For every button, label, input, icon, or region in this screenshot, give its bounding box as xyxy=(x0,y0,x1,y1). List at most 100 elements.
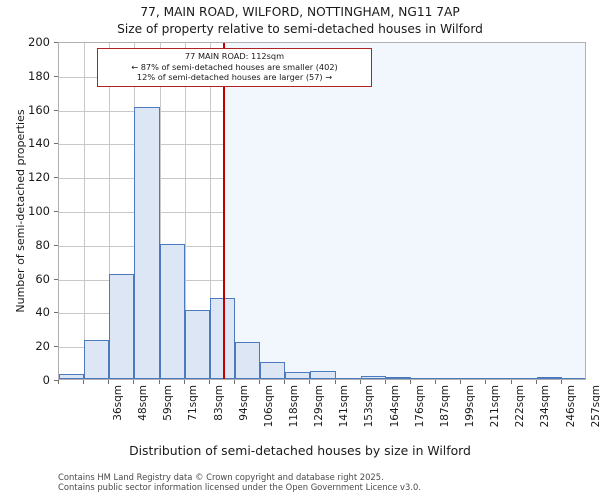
x-axis-tick-label: 83sqm xyxy=(212,385,225,421)
histogram-bar xyxy=(184,309,210,379)
x-axis-tick-label: 234sqm xyxy=(539,385,552,428)
y-axis-tick-mark xyxy=(54,278,58,280)
x-axis-tick-label: 141sqm xyxy=(338,385,351,428)
x-axis-tick-mark xyxy=(334,380,336,384)
x-axis-tick-label: 118sqm xyxy=(288,385,300,428)
histogram-bar xyxy=(385,377,411,379)
y-axis-tick-label: 40 xyxy=(35,305,50,320)
gridline-vertical xyxy=(84,43,86,379)
y-axis-tick-label: 60 xyxy=(35,271,50,286)
plot-area xyxy=(58,42,586,380)
x-axis-tick-mark xyxy=(158,380,160,384)
histogram-bar xyxy=(335,378,361,379)
histogram-bar xyxy=(134,106,160,379)
annotation-line-1: 77 MAIN ROAD: 112sqm xyxy=(184,51,285,61)
x-axis-tick-mark xyxy=(410,380,411,384)
chart-title-block: 77, MAIN ROAD, WILFORD, NOTTINGHAM, NG11… xyxy=(0,4,600,38)
y-axis-tick-label: 160 xyxy=(28,102,50,117)
histogram-bar xyxy=(59,373,85,379)
y-axis-tick-mark xyxy=(54,75,58,77)
x-axis-tick-label: 246sqm xyxy=(564,385,577,428)
x-axis-tick-label: 59sqm xyxy=(162,385,175,421)
y-axis-tick-label: 140 xyxy=(28,136,50,151)
y-axis-tick-mark xyxy=(54,244,58,246)
larger-properties-shaded-region xyxy=(223,43,585,379)
y-axis-tick-mark xyxy=(54,42,58,43)
y-axis-tick-mark xyxy=(54,312,58,314)
gridline-vertical xyxy=(209,43,211,379)
x-axis-tick-mark xyxy=(58,380,59,384)
x-axis-title: Distribution of semi-detached houses by … xyxy=(129,443,471,458)
x-axis-tick-mark xyxy=(384,380,386,384)
histogram-bar xyxy=(235,341,261,379)
x-axis-tick-mark xyxy=(208,380,210,384)
x-axis-tick-label: 48sqm xyxy=(137,385,150,421)
y-axis-tick-label: 80 xyxy=(35,237,50,252)
histogram-bar xyxy=(511,378,537,379)
y-axis-tick-label: 20 xyxy=(35,339,50,354)
x-axis-tick-label: 199sqm xyxy=(464,385,476,428)
x-axis-tick-mark xyxy=(234,380,235,384)
x-axis-tick-mark xyxy=(108,380,110,384)
x-axis-tick-mark xyxy=(259,380,261,384)
y-axis-tick-label: 100 xyxy=(28,204,50,218)
histogram-bar xyxy=(411,378,437,379)
x-axis-tick-mark xyxy=(183,380,185,384)
gridline-vertical xyxy=(109,43,111,379)
y-axis-tick-label: 200 xyxy=(28,35,50,49)
chart-subtitle: Size of property relative to semi-detach… xyxy=(117,22,483,36)
y-axis-tick-mark xyxy=(54,211,58,212)
attribution-footer: Contains HM Land Registry data © Crown c… xyxy=(58,472,421,492)
histogram-bar xyxy=(436,378,462,379)
y-axis-tick-label: 120 xyxy=(28,170,50,185)
x-axis-tick-mark xyxy=(284,380,286,384)
footer-line-2: Contains public sector information licen… xyxy=(58,482,421,493)
y-axis-tick-mark xyxy=(54,109,58,111)
x-axis-tick-label: 94sqm xyxy=(237,385,250,421)
property-annotation-box: 77 MAIN ROAD: 112sqm ← 87% of semi-detac… xyxy=(97,48,372,87)
x-axis-tick-label: 164sqm xyxy=(388,385,401,428)
histogram-bar xyxy=(310,370,336,379)
histogram-bar xyxy=(561,378,585,379)
histogram-bar xyxy=(536,377,562,379)
x-axis-tick-label: 71sqm xyxy=(187,385,200,421)
annotation-line-2: ← 87% of semi-detached houses are smalle… xyxy=(131,61,338,72)
annotation-line-3: 12% of semi-detached houses are larger (… xyxy=(136,72,333,82)
y-axis-tick-label: 0 xyxy=(42,373,50,387)
x-axis-tick-label: 129sqm xyxy=(313,385,326,428)
y-axis-tick-mark xyxy=(54,177,58,179)
histogram-bar xyxy=(84,340,110,379)
histogram-bar xyxy=(209,297,235,379)
y-axis-tick-mark xyxy=(54,143,58,145)
gridline-vertical xyxy=(184,43,186,379)
page-title: 77, MAIN ROAD, WILFORD, NOTTINGHAM, NG11… xyxy=(140,5,460,19)
x-axis-tick-mark xyxy=(133,380,135,384)
x-axis-tick-mark xyxy=(359,380,361,384)
histogram-bar xyxy=(260,362,286,379)
histogram-bar xyxy=(159,243,185,379)
x-axis-tick-label: 176sqm xyxy=(413,385,426,428)
x-axis-tick-mark xyxy=(535,380,537,384)
x-axis-tick-mark xyxy=(83,380,85,384)
x-axis-tick-mark xyxy=(485,380,487,384)
x-axis-tick-mark xyxy=(560,380,562,384)
gridline-vertical xyxy=(159,43,161,379)
y-axis-tick-label: 180 xyxy=(28,68,50,83)
x-axis-tick-mark xyxy=(435,380,437,384)
x-axis-tick-mark xyxy=(460,380,462,384)
y-axis-tick-mark xyxy=(54,380,58,381)
histogram-bar xyxy=(360,375,386,379)
x-axis-tick-label: 187sqm xyxy=(438,385,451,428)
x-axis-tick-label: 257sqm xyxy=(589,385,600,428)
x-axis-tick-label: 211sqm xyxy=(489,385,502,428)
x-axis-tick-label: 106sqm xyxy=(262,385,275,428)
x-axis-tick-mark xyxy=(309,380,311,384)
footer-line-1: Contains HM Land Registry data © Crown c… xyxy=(58,472,384,482)
x-axis-tick-mark xyxy=(510,380,512,384)
histogram-bar xyxy=(461,378,487,379)
x-axis-tick-label: 222sqm xyxy=(514,385,527,428)
histogram-bar xyxy=(486,378,512,379)
property-size-marker-line xyxy=(223,43,226,379)
y-axis-tick-mark xyxy=(54,346,58,348)
